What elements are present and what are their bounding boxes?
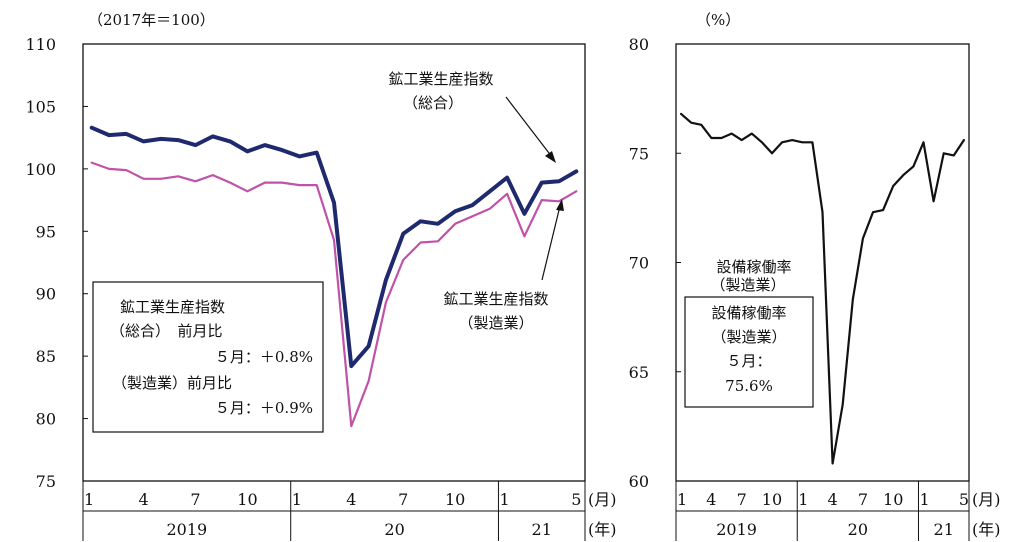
total-series-sublabel: （総合） [403,94,463,112]
x-month-label: 1 [292,490,302,509]
y-tick-label: 60 [629,472,649,491]
total-arrow-line [505,96,553,158]
x-month-label: 1 [499,490,509,509]
x-month-label: 7 [858,490,868,509]
capacity-info-line: ５月： [726,352,771,370]
unit-label: （%） [696,11,740,29]
x-month-label: 10 [883,490,903,509]
x-month-label: 1 [798,490,808,509]
y-tick-label: 90 [36,285,56,304]
capacity-info-line: 75.6% [725,377,773,395]
x-month-label: 7 [398,490,408,509]
info-line: ５月：＋0.8% [215,348,313,366]
x-year-label: 21 [532,520,552,539]
mfg-arrow-line [541,205,561,281]
x-month-label: 10 [445,490,465,509]
y-tick-label: 75 [629,144,649,163]
x-month-label: 4 [346,490,356,509]
series-line-1 [89,125,579,369]
x-month-label: 4 [706,490,716,509]
x-month-label: 7 [737,490,747,509]
x-year-label: 2019 [716,520,757,539]
info-line: ５月：＋0.9% [215,399,313,417]
info-line: 鉱工業生産指数 [120,298,225,316]
x-unit-month: (月) [588,490,617,509]
x-unit-year: (年) [588,520,617,539]
x-unit-month: (月) [972,490,1001,509]
x-month-label: 1 [677,490,687,509]
x-unit-year: (年) [972,520,1001,539]
y-tick-label: 80 [36,410,56,429]
y-tick-label: 65 [629,363,649,382]
x-year-label: 2019 [167,520,208,539]
series-line-1 [679,112,966,465]
x-month-label: 4 [138,490,148,509]
x-month-label: 1 [919,490,929,509]
x-year-label: 20 [384,520,404,539]
series-line-2 [90,161,578,428]
capacity-info-box [684,296,814,408]
x-year-label: 21 [934,520,954,539]
mfg-series-sublabel: （製造業） [458,314,533,332]
info-line: （製造業）前月比 [112,374,232,392]
total-series-label: 鉱工業生産指数 [388,70,493,88]
x-month-label: 4 [828,490,838,509]
x-year-label: 20 [848,520,868,539]
x-month-label: 10 [237,490,257,509]
x-month-label: 1 [84,490,94,509]
y-tick-label: 70 [629,254,649,273]
total-arrow-head [545,151,556,163]
y-tick-label: 110 [25,35,56,54]
unit-label: （2017年＝100） [88,11,215,29]
y-tick-label: 75 [36,472,56,491]
plot-frame [82,43,586,482]
capacity-info-line: （製造業） [711,328,786,346]
mfg-arrow-head [556,199,564,211]
info-line: （総合） 前月比 [110,322,223,340]
y-tick-label: 80 [629,35,649,54]
y-tick-label: 105 [25,97,56,116]
capacity-series-label: 設備稼働率 [716,258,791,276]
capacity-info-line: 設備稼働率 [711,304,786,322]
y-tick-label: 95 [36,222,56,241]
info-box [92,281,324,433]
x-month-label: 10 [762,490,782,509]
y-tick-label: 100 [25,160,56,179]
y-tick-label: 85 [36,347,56,366]
mfg-series-label: 鉱工業生産指数 [443,290,548,308]
x-month-label: 5 [959,490,969,509]
capacity-series-sublabel: （製造業） [710,276,785,294]
x-month-label: 7 [190,490,200,509]
x-month-label: 5 [571,490,581,509]
